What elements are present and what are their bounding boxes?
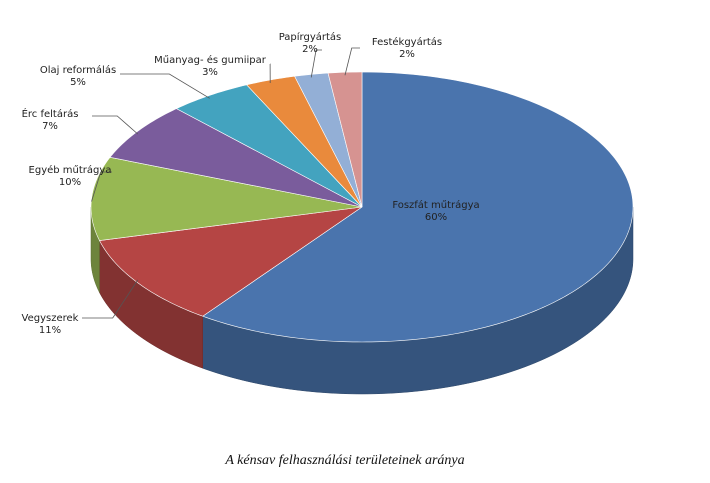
slice-value-label: 60% bbox=[425, 212, 447, 223]
slice-label: Műanyag- és gumiipar bbox=[154, 54, 267, 66]
slice-value-label: 3% bbox=[202, 67, 218, 78]
slice-label: Egyéb műtrágya bbox=[29, 164, 112, 176]
slice-value-label: 7% bbox=[42, 121, 58, 132]
slice-label: Foszfát műtrágya bbox=[392, 199, 479, 211]
leader-line bbox=[91, 171, 112, 202]
leader-line bbox=[92, 115, 139, 135]
leader-line bbox=[310, 49, 322, 78]
pie-slice bbox=[109, 108, 363, 208]
pie-slice bbox=[327, 71, 363, 208]
slice-value-label: 2% bbox=[399, 49, 415, 60]
slice-label: Vegyszerek bbox=[22, 313, 79, 324]
pie-slice bbox=[90, 156, 363, 241]
slice-value-label: 10% bbox=[59, 177, 81, 188]
pie-slice bbox=[246, 75, 363, 208]
slice-value-label: 11% bbox=[39, 325, 61, 336]
pie-slice bbox=[175, 84, 363, 208]
leader-line bbox=[82, 279, 139, 319]
slice-label: Érc feltárás bbox=[22, 107, 79, 120]
leader-line bbox=[344, 47, 360, 76]
slice-value-label: 5% bbox=[70, 77, 86, 88]
pie-slice bbox=[294, 72, 363, 208]
slice-label: Olaj reformálás bbox=[40, 64, 116, 76]
slice-label: Festékgyártás bbox=[372, 36, 442, 48]
slice-value-label: 2% bbox=[302, 44, 318, 55]
slice-label: Papírgyártás bbox=[279, 31, 342, 43]
chart-title: A kénsav felhasználási területeinek arán… bbox=[224, 453, 464, 468]
pie-slice bbox=[202, 71, 634, 343]
pie-slice bbox=[99, 206, 363, 317]
leader-line bbox=[120, 73, 210, 99]
